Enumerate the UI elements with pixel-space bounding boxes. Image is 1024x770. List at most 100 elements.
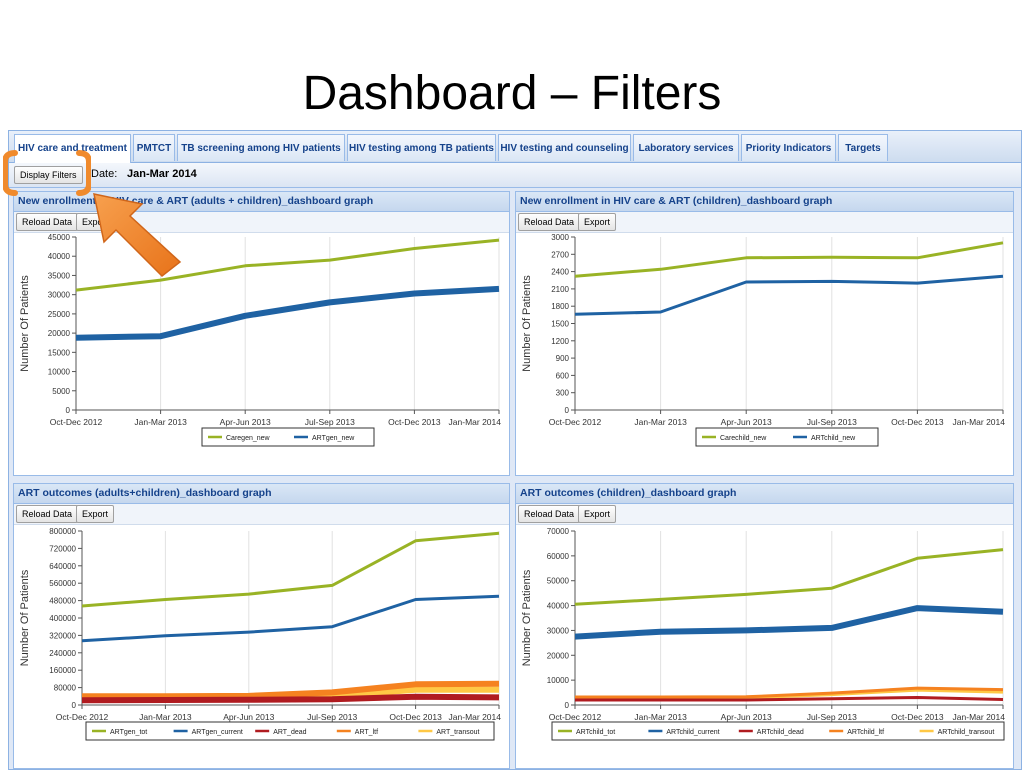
- y-tick-label: 10000: [48, 368, 71, 377]
- legend-label: ARTgen_current: [192, 729, 243, 736]
- legend-box: [85, 721, 495, 741]
- x-tick-label: Apr-Jun 2013: [220, 417, 271, 427]
- y-tick-label: 15000: [48, 348, 71, 357]
- x-tick-label: Oct-Dec 2013: [891, 712, 944, 722]
- y-tick-label: 900: [556, 354, 570, 363]
- y-tick-label: 10000: [547, 676, 570, 685]
- chart-art-outcomes-children: 0 10000 20000 30000 40000 50000 60000 70000 Oct-…: [521, 527, 1006, 741]
- series-line-ARTgen_new: [75, 285, 500, 341]
- slide-title: Dashboard – Filters: [302, 67, 722, 120]
- y-axis-label: Number Of Patients: [19, 569, 31, 666]
- y-tick-label: 80000: [54, 684, 77, 693]
- tab-hiv-care-and-treatment[interactable]: HIV care and treatment: [14, 134, 131, 163]
- y-tick-label: 40000: [547, 602, 570, 611]
- series-line-ARTchild_current: [574, 605, 1004, 640]
- tab-tb-screening[interactable]: TB screening among HIV patients: [177, 134, 345, 161]
- export-button[interactable]: Export: [578, 505, 617, 523]
- legend-label: ARTchild_ltf: [847, 729, 884, 736]
- panel-toolbar: Reload Data Export: [14, 212, 509, 233]
- x-tick-label: Oct-Dec 2013: [388, 417, 441, 427]
- tab-hiv-testing-counseling[interactable]: HIV testing and counseling: [498, 134, 631, 161]
- display-filters-button[interactable]: Display Filters: [14, 166, 83, 184]
- y-tick-label: 3000: [551, 233, 569, 242]
- y-tick-label: 0: [565, 406, 570, 415]
- x-tick-label: Oct-Dec 2012: [549, 417, 602, 427]
- y-tick-label: 60000: [547, 552, 570, 561]
- x-tick-label: Jan-Mar 2014: [953, 712, 1006, 722]
- y-tick-label: 35000: [48, 271, 71, 280]
- x-tick-label: Apr-Jun 2013: [721, 417, 772, 427]
- panel-art-outcomes-children: ART outcomes (children)_dashboard graph …: [515, 483, 1014, 769]
- y-tick-label: 320000: [49, 631, 76, 640]
- legend-label: ARTgen_tot: [110, 729, 147, 736]
- x-tick-label: Oct-Dec 2013: [389, 712, 442, 722]
- legend-label: ARTchild_transout: [938, 729, 995, 736]
- chart-new-enrollment-children: 0 300 600 900 1200 1500 1800 2100 2400 2700 3000 Oc…: [521, 233, 1006, 447]
- y-tick-label: 70000: [547, 527, 570, 536]
- tab-pmtct[interactable]: PMTCT: [133, 134, 175, 161]
- y-tick-label: 20000: [48, 329, 71, 338]
- reload-data-button[interactable]: Reload Data: [16, 213, 79, 231]
- y-tick-label: 600: [556, 371, 570, 380]
- tab-priority-indicators[interactable]: Priority Indicators: [741, 134, 836, 161]
- y-tick-label: 240000: [49, 649, 76, 658]
- reload-data-button[interactable]: Reload Data: [518, 505, 581, 523]
- x-tick-label: Jan-Mar 2013: [634, 417, 687, 427]
- series-line-ARTchild_dead: [575, 696, 1004, 702]
- y-tick-label: 2100: [551, 285, 569, 294]
- panel-new-enrollment-children: New enrollment in HIV care & ART (childr…: [515, 191, 1014, 476]
- legend-box: [695, 427, 879, 447]
- reload-data-button[interactable]: Reload Data: [16, 505, 79, 523]
- y-tick-label: 720000: [49, 544, 76, 553]
- series-line-ARTgen_tot: [81, 531, 500, 608]
- series-line-ARTchild_new: [574, 274, 1004, 316]
- y-tick-label: 0: [66, 406, 71, 415]
- panel-toolbar: Reload Data Export: [14, 504, 509, 525]
- tab-hiv-testing-tb[interactable]: HIV testing among TB patients: [347, 134, 496, 161]
- x-tick-label: Jan-Mar 2014: [953, 417, 1006, 427]
- y-axis-label: Number Of Patients: [521, 275, 533, 372]
- x-tick-label: Jul-Sep 2013: [807, 712, 857, 722]
- series-line-Carechild_new: [574, 241, 1004, 278]
- x-tick-label: Jan-Mar 2013: [134, 417, 187, 427]
- reload-data-button[interactable]: Reload Data: [518, 213, 581, 231]
- export-button[interactable]: Export: [76, 505, 115, 523]
- y-tick-label: 5000: [52, 387, 70, 396]
- tab-bar: HIV care and treatment PMTCT TB screenin…: [9, 131, 1021, 163]
- series-line-ARTchild_ltf: [575, 686, 1004, 699]
- x-tick-label: Oct-Dec 2013: [891, 417, 944, 427]
- series-line-ARTgen_current: [81, 594, 500, 643]
- y-tick-label: 480000: [49, 597, 76, 606]
- legend-label: ART_dead: [273, 729, 306, 736]
- highlight-brackets: [3, 150, 91, 196]
- x-tick-label: Jul-Sep 2013: [807, 417, 857, 427]
- y-tick-label: 800000: [49, 527, 76, 536]
- x-tick-label: Oct-Dec 2012: [50, 417, 103, 427]
- tab-targets[interactable]: Targets: [838, 134, 888, 161]
- pointer-arrow-icon: [93, 193, 182, 277]
- export-button[interactable]: Export: [578, 213, 617, 231]
- tab-laboratory-services[interactable]: Laboratory services: [633, 134, 739, 161]
- dashboard-app: HIV care and treatment PMTCT TB screenin…: [8, 130, 1022, 770]
- x-tick-label: Jul-Sep 2013: [305, 417, 355, 427]
- y-tick-label: 300: [556, 389, 570, 398]
- legend-label: ARTchild_tot: [576, 729, 615, 736]
- series-line-Caregen_new: [75, 238, 500, 292]
- chart-new-enrollment-all: 0 5000 10000 15000 20000 25000 30000 35000 40000…: [19, 233, 501, 447]
- legend-label: ARTgen_new: [312, 435, 355, 442]
- legend-label: ART_transout: [436, 729, 479, 736]
- y-tick-label: 50000: [547, 577, 570, 586]
- date-label: Date:: [91, 168, 118, 180]
- legend-label: ARTchild_dead: [757, 729, 804, 736]
- date-value: Jan-Mar 2014: [127, 168, 197, 180]
- legend-label: ARTchild_new: [811, 435, 856, 442]
- x-tick-label: Apr-Jun 2013: [721, 712, 772, 722]
- x-tick-label: Jan-Mar 2013: [634, 712, 687, 722]
- panel-new-enrollment-all: New enrollment in HIV care & ART (adults…: [13, 191, 510, 476]
- panel-toolbar: Reload Data Export: [516, 504, 1013, 525]
- y-tick-label: 40000: [48, 252, 71, 261]
- y-axis-label: Number Of Patients: [521, 569, 533, 666]
- y-tick-label: 25000: [48, 310, 71, 319]
- x-tick-label: Jan-Mar 2013: [139, 712, 192, 722]
- y-tick-label: 400000: [49, 614, 76, 623]
